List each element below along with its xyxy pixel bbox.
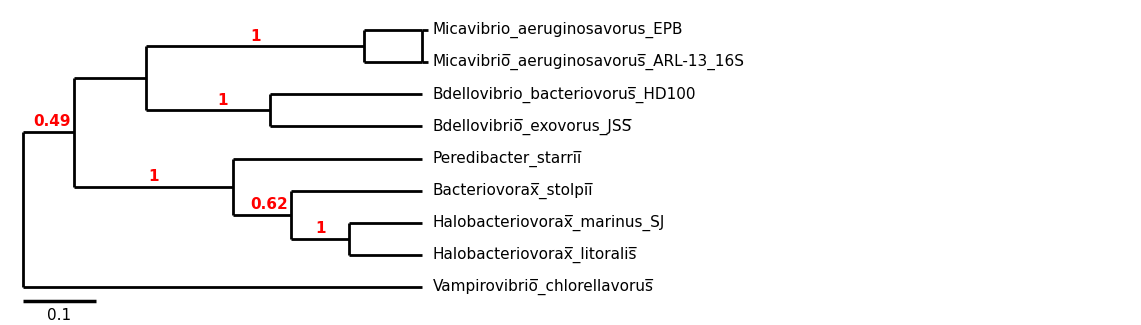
- Text: 1: 1: [217, 93, 228, 108]
- Text: 0.62: 0.62: [251, 197, 289, 212]
- Text: Micavibrio_aeruginosavorus_EPB: Micavibrio_aeruginosavorus_EPB: [432, 22, 683, 38]
- Text: 0.1: 0.1: [47, 308, 72, 323]
- Text: Vampirovibrio̅_chlorellavorus̅: Vampirovibrio̅_chlorellavorus̅: [432, 279, 654, 295]
- Text: 1: 1: [250, 29, 260, 44]
- Text: 1: 1: [315, 221, 325, 236]
- Text: Micavibrio̅_aeruginosavorus̅_ARL-13_16S: Micavibrio̅_aeruginosavorus̅_ARL-13_16S: [432, 54, 745, 71]
- Text: Halobacteriovorax̅_litoralis̅: Halobacteriovorax̅_litoralis̅: [432, 247, 638, 263]
- Text: 1: 1: [148, 169, 159, 184]
- Text: 0.49: 0.49: [33, 114, 71, 129]
- Text: Bacteriovorax̅_stolpii̅: Bacteriovorax̅_stolpii̅: [432, 183, 593, 199]
- Text: Halobacteriovorax̅_marinus_SJ: Halobacteriovorax̅_marinus_SJ: [432, 214, 665, 231]
- Text: Bdellovibrio̅_exovorus_JSS̅: Bdellovibrio̅_exovorus_JSS̅: [432, 118, 632, 135]
- Text: Peredibacter_starrii̅: Peredibacter_starrii̅: [432, 150, 582, 167]
- Text: Bdellovibrio_bacteriovorus̅_HD100: Bdellovibrio_bacteriovorus̅_HD100: [432, 86, 696, 102]
